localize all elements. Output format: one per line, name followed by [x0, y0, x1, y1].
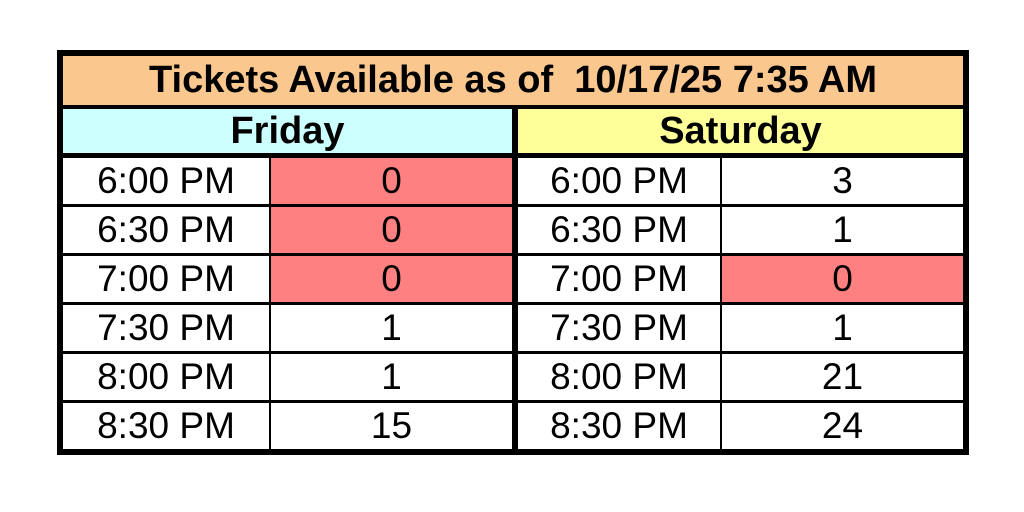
table-row: 7:30 PM 1 7:30 PM 1 [58, 302, 968, 354]
saturday-header: Saturday [513, 105, 968, 158]
saturday-tickets-cell: 3 [719, 154, 968, 207]
tickets-availability-table: Tickets Available as of 10/17/25 7:35 AM… [57, 50, 970, 455]
friday-time-cell: 6:00 PM [58, 154, 271, 207]
table-row: 7:00 PM 0 7:00 PM 0 [58, 253, 968, 305]
friday-time-cell: 6:30 PM [58, 204, 271, 256]
friday-header: Friday [58, 105, 518, 158]
saturday-tickets-cell: 24 [719, 400, 968, 454]
table-title: Tickets Available as of 10/17/25 7:35 AM [58, 51, 968, 109]
saturday-tickets-cell: 21 [719, 351, 968, 403]
friday-time-cell: 8:00 PM [58, 351, 271, 403]
saturday-time-cell: 7:00 PM [513, 253, 722, 305]
friday-tickets-cell: 0 [269, 253, 518, 305]
saturday-time-cell: 7:30 PM [513, 302, 722, 354]
saturday-time-cell: 8:00 PM [513, 351, 722, 403]
friday-tickets-cell: 15 [269, 400, 518, 454]
friday-tickets-cell: 0 [269, 204, 518, 256]
friday-time-cell: 7:00 PM [58, 253, 271, 305]
friday-tickets-cell: 1 [269, 351, 518, 403]
saturday-tickets-cell: 1 [719, 204, 968, 256]
table-row: 6:00 PM 0 6:00 PM 3 [58, 154, 968, 207]
table-row: 8:30 PM 15 8:30 PM 24 [58, 400, 968, 454]
table-row: 6:30 PM 0 6:30 PM 1 [58, 204, 968, 256]
friday-time-cell: 8:30 PM [58, 400, 271, 454]
table-row: 8:00 PM 1 8:00 PM 21 [58, 351, 968, 403]
day-header-row: Friday Saturday [58, 105, 968, 158]
saturday-tickets-cell: 0 [719, 253, 968, 305]
saturday-time-cell: 6:30 PM [513, 204, 722, 256]
saturday-tickets-cell: 1 [719, 302, 968, 354]
friday-time-cell: 7:30 PM [58, 302, 271, 354]
saturday-time-cell: 8:30 PM [513, 400, 722, 454]
title-row: Tickets Available as of 10/17/25 7:35 AM [58, 51, 968, 109]
friday-tickets-cell: 0 [269, 154, 518, 207]
friday-tickets-cell: 1 [269, 302, 518, 354]
saturday-time-cell: 6:00 PM [513, 154, 722, 207]
